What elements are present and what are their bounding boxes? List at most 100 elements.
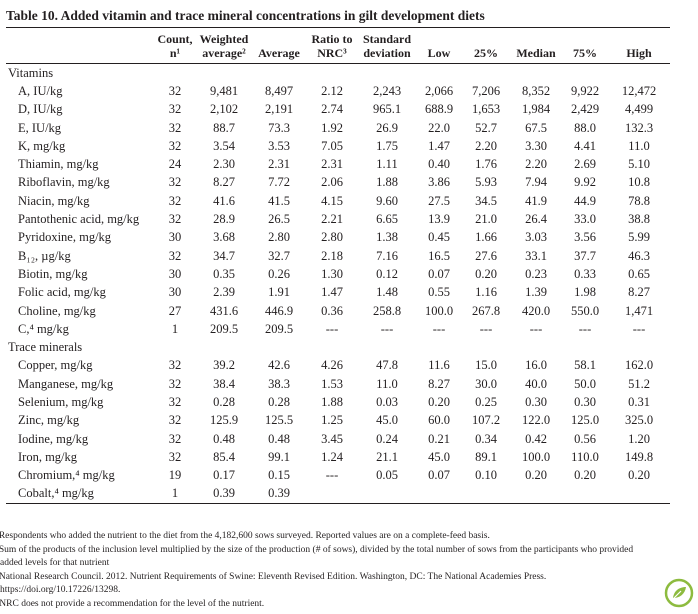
cell: --- [479, 321, 493, 336]
cell: 9.92 [574, 175, 596, 190]
cell: 0.45 [428, 230, 450, 245]
cell: 30.0 [475, 376, 497, 391]
cell: 0.15 [268, 468, 290, 483]
cell: 1.91 [268, 285, 290, 300]
cell: 24 [168, 157, 182, 172]
cell: 9,481 [209, 83, 239, 98]
cell: 1.11 [376, 157, 398, 172]
cell: --- [632, 321, 646, 336]
column-header: Count, n¹ [154, 27, 196, 64]
cell: 2,066 [424, 83, 454, 98]
data-row: Chromium,⁴ mg/kg 19 0.17 0.15 --- 0.05 0.07 0.1… [6, 467, 670, 485]
cell: --- [380, 321, 394, 336]
cell: 99.1 [268, 449, 290, 464]
cell: 9.60 [376, 193, 398, 208]
data-row: Choline, mg/kg 27 431.6 446.9 0.36 258.8 100.0… [6, 302, 670, 320]
cell: 0.23 [525, 266, 547, 281]
cell: 45.0 [428, 449, 450, 464]
cell: 19 [168, 468, 182, 483]
data-row: B₁₂, µg/kg 32 34.7 32.7 2.18 7.16 16.5 27.6 33.1… [6, 247, 670, 265]
empty-cell [306, 485, 358, 504]
footnote: ²Sum of the products of the inclusion le… [0, 544, 634, 569]
cell: 12,472 [621, 83, 657, 98]
cell: 0.25 [475, 394, 497, 409]
data-row: Thiamin, mg/kg 24 2.30 2.31 2.31 1.11 0.40 1.76… [6, 155, 670, 173]
cell: 10.8 [628, 175, 650, 190]
cell: 0.65 [628, 266, 650, 281]
empty-cell [608, 485, 670, 504]
row-label: Iron, mg/kg [18, 449, 78, 464]
cell: 0.30 [525, 394, 547, 409]
cell: 38.3 [268, 376, 290, 391]
cell: 0.28 [213, 394, 235, 409]
cell: --- [529, 321, 543, 336]
row-label: Pantothenic acid, mg/kg [18, 212, 140, 227]
cell: 4.41 [574, 138, 596, 153]
cell: 32 [168, 376, 182, 391]
cell: 2.31 [268, 157, 290, 172]
cell: 0.20 [574, 468, 596, 483]
cell: 0.35 [213, 266, 235, 281]
data-row: A, IU/kg 32 9,481 8,497 2.12 2,243 2,066 7,206 8… [6, 82, 670, 100]
cell: 1,984 [521, 102, 551, 117]
cell: 1.88 [321, 394, 343, 409]
cell: 15.0 [475, 358, 497, 373]
cell: 5.10 [628, 157, 650, 172]
cell: 32 [168, 248, 182, 263]
cell: 258.8 [372, 303, 402, 318]
cell: 107.2 [471, 413, 501, 428]
cell: 0.12 [376, 266, 398, 281]
cell: 26.5 [268, 212, 290, 227]
header-line: deviation [363, 46, 411, 60]
column-header: Average [252, 27, 306, 64]
cell: 132.3 [624, 120, 654, 135]
footnotes: ¹Respondents who added the nutrient to t… [0, 530, 650, 611]
cell: 1,653 [471, 102, 501, 117]
cell: 38.8 [628, 212, 650, 227]
cell: 2,191 [264, 102, 294, 117]
empty-cell [462, 485, 510, 504]
cell: 9,922 [570, 83, 600, 98]
cell: 100.0 [424, 303, 454, 318]
row-label: K, mg/kg [18, 138, 66, 153]
cell: 28.9 [213, 212, 235, 227]
cell: 0.07 [428, 266, 450, 281]
cell: 11.6 [428, 358, 450, 373]
cell: 0.21 [428, 431, 450, 446]
cell: 11.0 [628, 138, 650, 153]
cell: 27 [168, 303, 182, 318]
row-label: C,⁴ mg/kg [18, 321, 69, 336]
cell: 32 [168, 394, 182, 409]
section-title: Trace minerals [8, 340, 83, 355]
cell: 0.39 [268, 486, 290, 501]
cell: 33.1 [525, 248, 547, 263]
cell: 34.7 [213, 248, 235, 263]
column-header [6, 27, 154, 64]
cell: 0.34 [475, 431, 497, 446]
cell: 30 [168, 285, 182, 300]
cell: 8.27 [213, 175, 235, 190]
cell: 0.03 [376, 394, 398, 409]
cell: 32 [168, 138, 182, 153]
row-label: Chromium,⁴ mg/kg [18, 468, 115, 483]
cell: 1 [171, 486, 179, 501]
row-label: A, IU/kg [18, 83, 63, 98]
cell: 41.5 [268, 193, 290, 208]
header-line: Standard [362, 32, 412, 46]
cell: 4.15 [321, 193, 343, 208]
row-label: Thiamin, mg/kg [18, 157, 99, 172]
cell: 32 [168, 102, 182, 117]
cell: 21.1 [376, 449, 398, 464]
cell: 2.69 [574, 157, 596, 172]
cell: 13.9 [428, 212, 450, 227]
cell: 688.9 [424, 102, 454, 117]
cell: 2,243 [372, 83, 402, 98]
cell: 420.0 [521, 303, 551, 318]
cell: 1.98 [574, 285, 596, 300]
data-row: C,⁴ mg/kg 1 209.5 209.5 --- --- --- --- --- --- --… [6, 320, 670, 338]
cell: 32 [168, 431, 182, 446]
cell: 32 [168, 449, 182, 464]
data-row: Pyridoxine, mg/kg 30 3.68 2.80 2.80 1.38 0.45 1… [6, 229, 670, 247]
header-row: Count, n¹ Weighted average² Average Ratio to N… [6, 27, 670, 64]
